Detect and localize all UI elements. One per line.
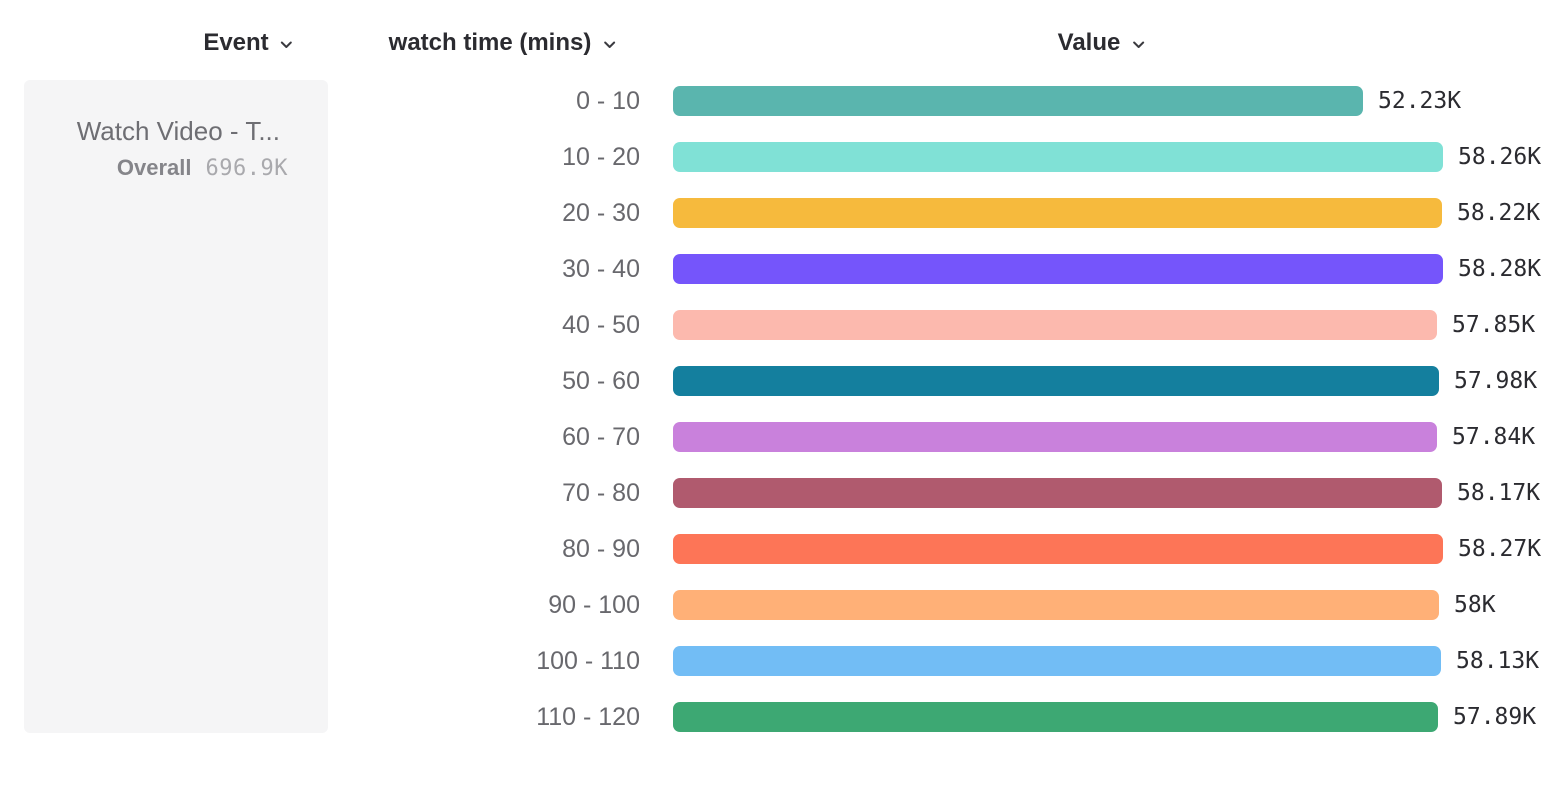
bar-area: 57.98K [673,366,1537,396]
bar[interactable] [673,310,1437,340]
overall-row: Overall 696.9K [117,155,288,181]
category-label: 90 - 100 [548,590,640,619]
bar[interactable] [673,86,1363,116]
column-header-breakdown-label: watch time (mins) [388,29,592,56]
overall-label: Overall [116,155,192,180]
bar[interactable] [673,422,1437,452]
category-label: 0 - 10 [576,86,640,115]
bar-value-label: 58.26K [1458,144,1542,170]
bar[interactable] [673,702,1438,732]
chart-row: 20 - 30 58.22K [0,185,1568,241]
bar-area: 57.85K [673,310,1535,340]
bar-value-label: 57.84K [1452,424,1536,450]
chart-row: 0 - 10 52.23K [0,73,1568,129]
category-label: 10 - 20 [562,142,640,171]
chart-row: 70 - 80 58.17K [0,465,1568,521]
bar-area: 58.28K [673,254,1541,284]
bar-area: 58.27K [673,534,1541,564]
bar-chart: 0 - 10 52.23K 10 - 20 58.26K 20 - 30 58.22K 30… [0,73,1568,745]
bar-value-label: 58.27K [1458,536,1542,562]
bar-area: 57.84K [673,422,1535,452]
bar[interactable] [673,198,1442,228]
bar[interactable] [673,590,1439,620]
bar-value-label: 57.89K [1453,704,1537,730]
bar[interactable] [673,646,1441,676]
event-name[interactable]: Watch Video - T... [76,116,280,146]
column-header-breakdown[interactable]: watch time (mins) [389,27,618,59]
bar-value-label: 57.98K [1454,368,1538,394]
category-label: 20 - 30 [562,198,640,227]
bar-value-label: 58K [1454,592,1496,618]
bar[interactable] [673,366,1439,396]
chart-row: 50 - 60 57.98K [0,353,1568,409]
category-label: 80 - 90 [562,534,640,563]
bar-area: 58.26K [673,142,1541,172]
bar-area: 58.22K [673,198,1540,228]
chart-row: 80 - 90 58.27K [0,521,1568,577]
bar[interactable] [673,534,1443,564]
bar-area: 58.13K [673,646,1539,676]
bar-value-label: 57.85K [1452,312,1536,338]
chart-row: 100 - 110 58.13K [0,633,1568,689]
bar-value-label: 58.17K [1457,480,1541,506]
category-label: 100 - 110 [536,646,640,675]
column-header-value[interactable]: Value [1058,27,1147,59]
bar-value-label: 52.23K [1378,88,1462,114]
chart-row: 40 - 50 57.85K [0,297,1568,353]
category-label: 110 - 120 [536,702,640,731]
bar-area: 57.89K [673,702,1536,732]
bar[interactable] [673,478,1442,508]
chevron-down-icon [1130,37,1146,53]
category-label: 40 - 50 [562,310,640,339]
chart-row: 60 - 70 57.84K [0,409,1568,465]
chart-row: 90 - 100 58K [0,577,1568,633]
chart-row: 10 - 20 58.26K [0,129,1568,185]
bar-area: 58.17K [673,478,1540,508]
column-header-event[interactable]: Event [203,27,294,59]
chevron-down-icon [601,37,617,53]
column-header-value-label: Value [1057,29,1121,56]
bar[interactable] [673,142,1443,172]
bar-area: 58K [673,590,1496,620]
bar-value-label: 58.13K [1456,648,1540,674]
category-label: 50 - 60 [562,366,640,395]
category-label: 30 - 40 [562,254,640,283]
column-header-event-label: Event [203,29,269,56]
overall-value: 696.9K [205,156,288,181]
bar-value-label: 58.28K [1458,256,1542,282]
chevron-down-icon [279,37,295,53]
bar-value-label: 58.22K [1457,200,1541,226]
bar[interactable] [673,254,1443,284]
bar-area: 52.23K [673,86,1461,116]
category-label: 60 - 70 [562,422,640,451]
chart-row: 110 - 120 57.89K [0,689,1568,745]
chart-row: 30 - 40 58.28K [0,241,1568,297]
legend-card[interactable]: Watch Video - T... Overall 696.9K [24,80,328,733]
category-label: 70 - 80 [562,478,640,507]
